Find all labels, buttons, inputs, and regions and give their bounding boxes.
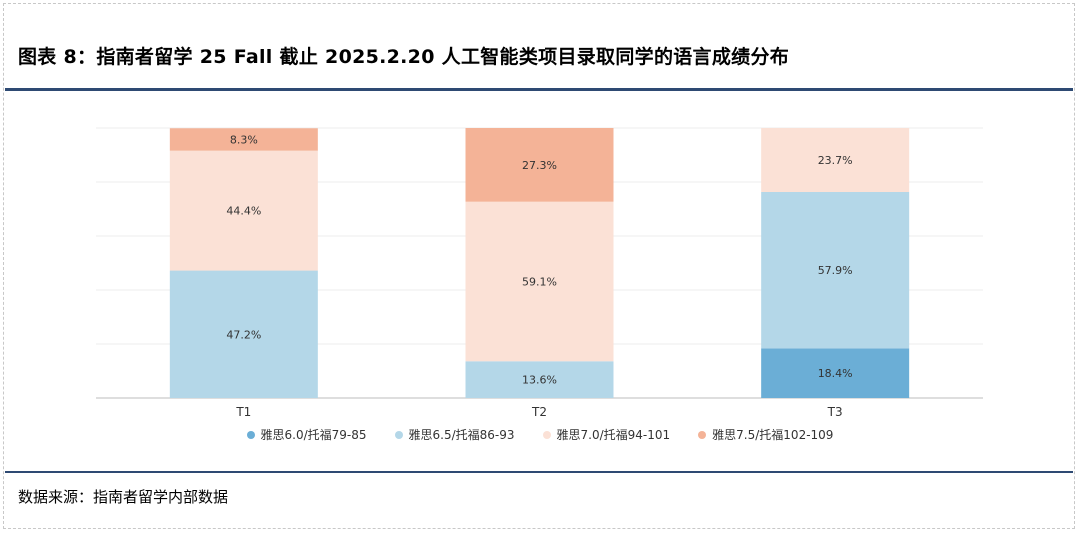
chart-legend: 雅思6.0/托福79-85 雅思6.5/托福86-93 雅思7.0/托福94-101… <box>0 426 1080 443</box>
legend-label: 雅思7.0/托福94-101 <box>556 428 671 442</box>
bar-segment <box>465 128 614 202</box>
x-tick-label: T3 <box>827 405 843 419</box>
data-source: 数据来源：指南者留学内部数据 <box>18 488 229 506</box>
data-label: 23.7% <box>818 154 853 167</box>
data-label: 13.6% <box>522 374 557 387</box>
data-label: 44.4% <box>226 205 261 218</box>
data-label: 18.4% <box>818 367 853 380</box>
data-label: 57.9% <box>818 264 853 277</box>
data-label: 8.3% <box>230 133 258 146</box>
legend-swatch <box>394 430 403 439</box>
legend-swatch <box>246 430 255 439</box>
legend-item: 雅思7.5/托福102-109 <box>698 426 833 443</box>
data-label: 47.2% <box>226 328 261 341</box>
bar-segment <box>465 361 614 398</box>
bar-segment <box>761 348 910 398</box>
x-tick-label: T1 <box>235 405 251 419</box>
bar-segment <box>169 270 318 398</box>
legend-label: 雅思7.5/托福102-109 <box>712 428 834 442</box>
chart-title: 图表 8：指南者留学 25 Fall 截止 2025.2.20 人工智能类项目录… <box>18 46 790 68</box>
legend-item: 雅思7.0/托福94-101 <box>542 426 671 443</box>
bar-segment <box>465 201 614 362</box>
x-tick-label: T2 <box>531 405 547 419</box>
data-label: 27.3% <box>522 159 557 172</box>
bar-segment <box>169 128 318 151</box>
bar-segment <box>761 128 910 192</box>
legend-swatch <box>542 430 551 439</box>
title-divider <box>5 88 1073 91</box>
stacked-bar-chart: 47.2% 44.4% 8.3% T1 13.6% 59.1% 27.3% T2 18.4% 57… <box>96 127 983 419</box>
legend-item: 雅思6.0/托福79-85 <box>246 426 367 443</box>
legend-label: 雅思6.5/托福86-93 <box>408 428 515 442</box>
source-divider <box>5 471 1073 473</box>
bar-segment <box>169 150 318 271</box>
figure-frame <box>3 3 1075 529</box>
legend-label: 雅思6.0/托福79-85 <box>260 428 367 442</box>
data-label: 59.1% <box>522 275 557 288</box>
legend-item: 雅思6.5/托福86-93 <box>394 426 515 443</box>
bar-segment <box>761 191 910 349</box>
legend-swatch <box>698 430 707 439</box>
